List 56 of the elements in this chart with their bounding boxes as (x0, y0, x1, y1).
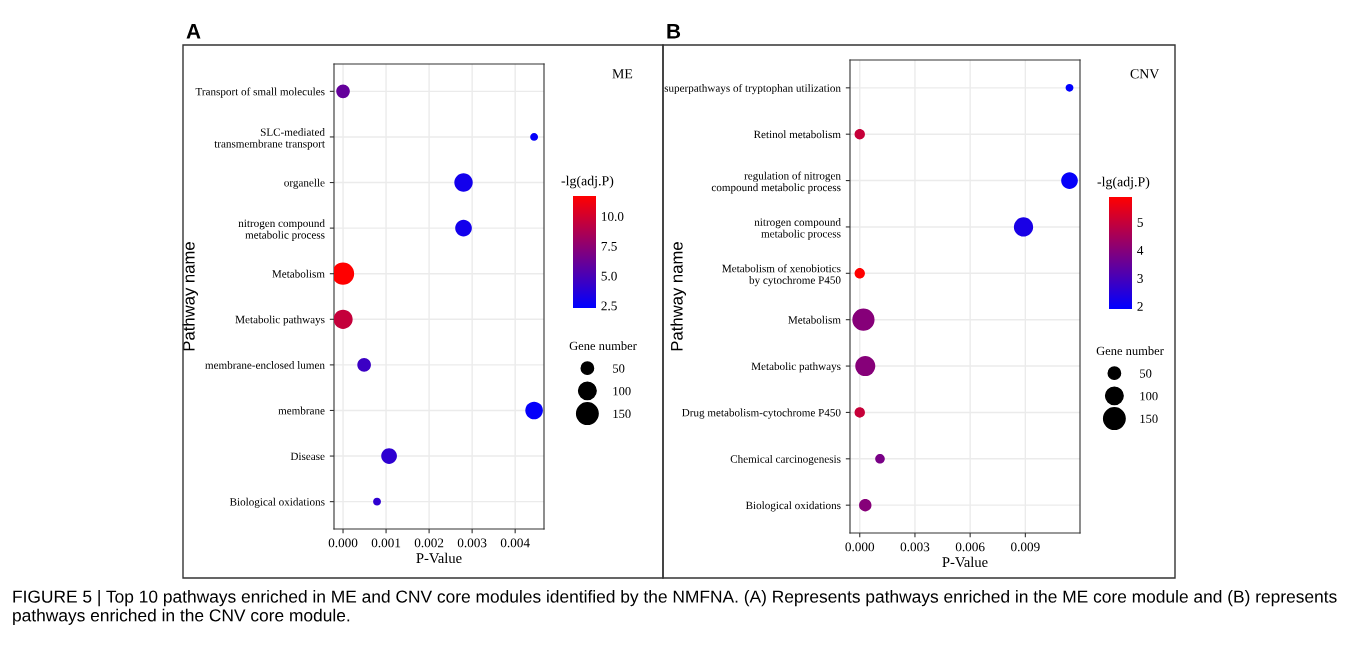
x-tick-label: 0.000 (845, 542, 875, 552)
color-bar-label: 7.5 (601, 241, 617, 251)
y-tick-label: membrane-enclosed lumen (205, 361, 325, 369)
x-tick-label: 0.003 (900, 542, 930, 552)
y-tick-label: Metabolism (788, 315, 841, 324)
chart-title: A (186, 24, 201, 39)
y-tick-label: regulation of nitrogen compound metabolic process (711, 171, 841, 194)
y-axis-title: Pathway name (670, 242, 686, 351)
color-bar-label: 4 (1137, 246, 1144, 255)
y-tick-label: Biological oxidations (745, 501, 841, 512)
y-tick-label: Disease (290, 452, 325, 461)
y-tick-label: SLC-mediated transmembrane transport (214, 128, 325, 150)
y-tick-label: organelle (284, 178, 325, 189)
color-bar-label: 3 (1137, 274, 1143, 283)
y-tick-label: Chemical carcinogenesis (730, 454, 841, 466)
color-bar-label: 5 (1137, 218, 1143, 227)
color-bar-title: -lg(adj.P) (1097, 176, 1150, 190)
y-tick-label: Drug metabolism-cytochrome P450 (682, 408, 841, 419)
y-tick-label: Transport of small molecules (195, 87, 325, 98)
color-bar-label: 5.0 (601, 271, 617, 281)
color-bar-label: 2.5 (601, 301, 617, 311)
text: CNV (1130, 69, 1160, 79)
y-tick-label: Metabolic pathways (751, 362, 841, 373)
legend-title: Gene number (1096, 346, 1164, 356)
legend-title: Gene number (569, 341, 637, 351)
legend-label: 100 (1140, 391, 1158, 401)
y-tick-label: superpathways of tryptophan utilization (664, 83, 841, 95)
legend-label: 150 (1140, 414, 1158, 424)
y-tick-label: nitrogen compound metabolic process (754, 218, 841, 240)
x-axis-title: P-Value (416, 552, 462, 564)
legend-label: 50 (1140, 369, 1152, 378)
x-tick-label: 0.001 (371, 538, 401, 548)
legend-label: 150 (613, 409, 631, 419)
color-bar-label: 10.0 (602, 212, 624, 222)
caption: FIGURE 5 | Top 10 pathways enriched in ME and CNV core modules identified by the NMFNA. (A) Represents pathways enriched in the ME core module and (B) represents pathways enriched in the CNV core module. (13, 590, 1337, 625)
x-axis-title: P-Value (942, 556, 988, 568)
y-tick-label: Metabolic pathways (235, 315, 325, 326)
x-tick-label: 0.002 (414, 538, 444, 548)
y-tick-label: Metabolism (272, 269, 325, 278)
x-tick-label: 0.000 (328, 538, 358, 548)
y-tick-label: Metabolism of xenobiotics by cytochrome P450 (722, 264, 841, 287)
x-tick-label: 0.009 (1011, 542, 1040, 552)
color-bar-label: 2 (1137, 302, 1143, 311)
y-tick-label: Retinol metabolism (753, 130, 841, 139)
color-bar-title: -lg(adj.P) (561, 175, 614, 189)
x-tick-label: 0.006 (955, 542, 985, 552)
text: ME (612, 69, 633, 79)
y-tick-label: nitrogen compound metabolic process (238, 219, 325, 241)
legend-label: 50 (613, 364, 625, 373)
x-tick-label: 0.004 (500, 538, 530, 548)
x-tick-label: 0.003 (457, 538, 487, 548)
text: B (667, 24, 681, 39)
y-tick-label: Biological oxidations (229, 497, 325, 508)
legend-label: 100 (613, 386, 631, 396)
y-axis-title: Pathway name (182, 242, 198, 351)
y-tick-label: membrane (278, 406, 325, 415)
